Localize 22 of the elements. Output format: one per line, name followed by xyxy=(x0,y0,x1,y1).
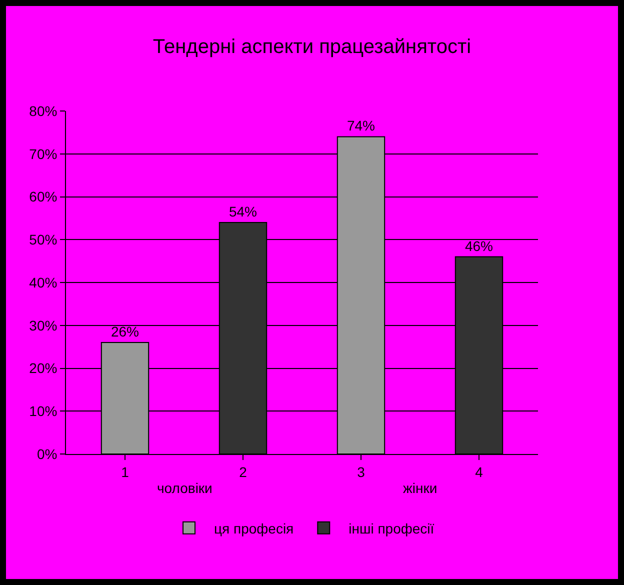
legend-label: інші професії xyxy=(348,520,434,536)
y-tick-label: 50% xyxy=(29,232,58,248)
y-tick-label: 40% xyxy=(29,274,58,290)
data-label: 46% xyxy=(464,238,494,254)
x-tick-label: 2 xyxy=(239,464,248,480)
y-tick-label: 0% xyxy=(36,446,58,462)
text: чоловіки xyxy=(157,480,212,496)
y-tick-label: 80% xyxy=(29,102,58,119)
y-tick-label: 60% xyxy=(29,188,58,205)
y-tick-label: 10% xyxy=(29,403,58,420)
data-label: 74% xyxy=(346,118,376,134)
y-tick-label: 20% xyxy=(29,360,58,376)
legend-label: ця професія xyxy=(214,520,294,536)
y-tick-label: 30% xyxy=(29,317,58,334)
y-tick-label: 70% xyxy=(29,146,58,162)
x-tick-label: 4 xyxy=(475,464,484,480)
chart-title: Тендерні аспекти працезайнятості xyxy=(152,36,472,58)
text: жінки xyxy=(403,480,438,496)
x-tick-label: 3 xyxy=(357,464,366,480)
data-label: 54% xyxy=(228,203,258,220)
data-label: 26% xyxy=(110,324,140,340)
x-tick-label: 1 xyxy=(121,464,130,480)
